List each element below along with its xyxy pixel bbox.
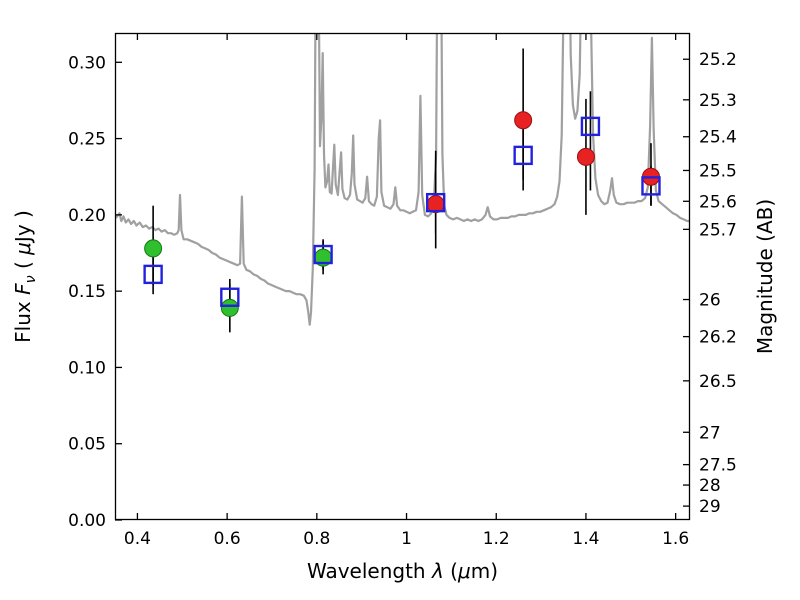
y-tick-label-right: 25.7 <box>699 220 737 240</box>
model-photometry-marker <box>143 264 163 285</box>
model-photometry-marker <box>580 116 601 137</box>
plot-frame <box>114 32 691 521</box>
y-tick-label-right: 25.3 <box>699 91 737 111</box>
y-tick-label-right: 25.2 <box>699 50 737 70</box>
x-tick-label: 1.4 <box>572 529 599 549</box>
model-photometry-marker <box>641 176 661 196</box>
y-axis-label-right: Magnitude (AB) <box>753 199 777 354</box>
y-tick-label-left: 0.30 <box>68 53 106 73</box>
y-tick-label-left: 0.15 <box>68 282 106 302</box>
x-tick-label: 1.2 <box>483 529 510 549</box>
y-tick-label-right: 25.6 <box>699 192 737 212</box>
y-tick-label-right: 27.5 <box>699 456 737 476</box>
x-axis-label: Wavelength λ (μm) <box>307 559 498 583</box>
model-photometry-marker <box>425 192 446 213</box>
y-tick-label-left: 0.00 <box>68 511 106 531</box>
y-tick-label-right: 25.4 <box>699 128 737 148</box>
x-tick-label: 1 <box>401 529 412 549</box>
y-tick-label-right: 27 <box>699 423 721 443</box>
model-spectrum-line <box>115 33 690 326</box>
model-photometry-marker <box>220 287 240 307</box>
x-tick-label: 0.6 <box>214 529 241 549</box>
plot-area <box>115 33 690 333</box>
y-axis-label-left: Flux Fν ( μJy ) <box>11 210 39 343</box>
model-photometry-marker <box>313 244 333 265</box>
y-tick-label-left: 0.20 <box>68 206 106 226</box>
y-tick-label-left: 0.25 <box>68 130 106 150</box>
observed-photometry-infrared-marker <box>514 111 533 130</box>
y-tick-label-left: 0.10 <box>68 358 106 378</box>
x-tick-label: 1.6 <box>662 529 689 549</box>
y-tick-label-right: 26.2 <box>699 328 737 348</box>
y-tick-label-left: 0.05 <box>68 435 106 455</box>
model-photometry-marker <box>513 145 533 166</box>
x-tick-label: 0.4 <box>124 529 151 549</box>
observed-photometry-optical-marker <box>220 298 239 317</box>
x-tick-label: 0.8 <box>303 529 330 549</box>
y-tick-label-right: 29 <box>699 497 721 517</box>
y-tick-label-right: 26.5 <box>699 372 737 392</box>
observed-photometry-optical-marker <box>144 239 163 258</box>
y-tick-label-right: 26 <box>699 291 721 311</box>
y-tick-label-right: 25.5 <box>699 161 737 181</box>
observed-photometry-infrared-marker <box>576 147 595 166</box>
y-tick-label-right: 28 <box>699 476 721 496</box>
